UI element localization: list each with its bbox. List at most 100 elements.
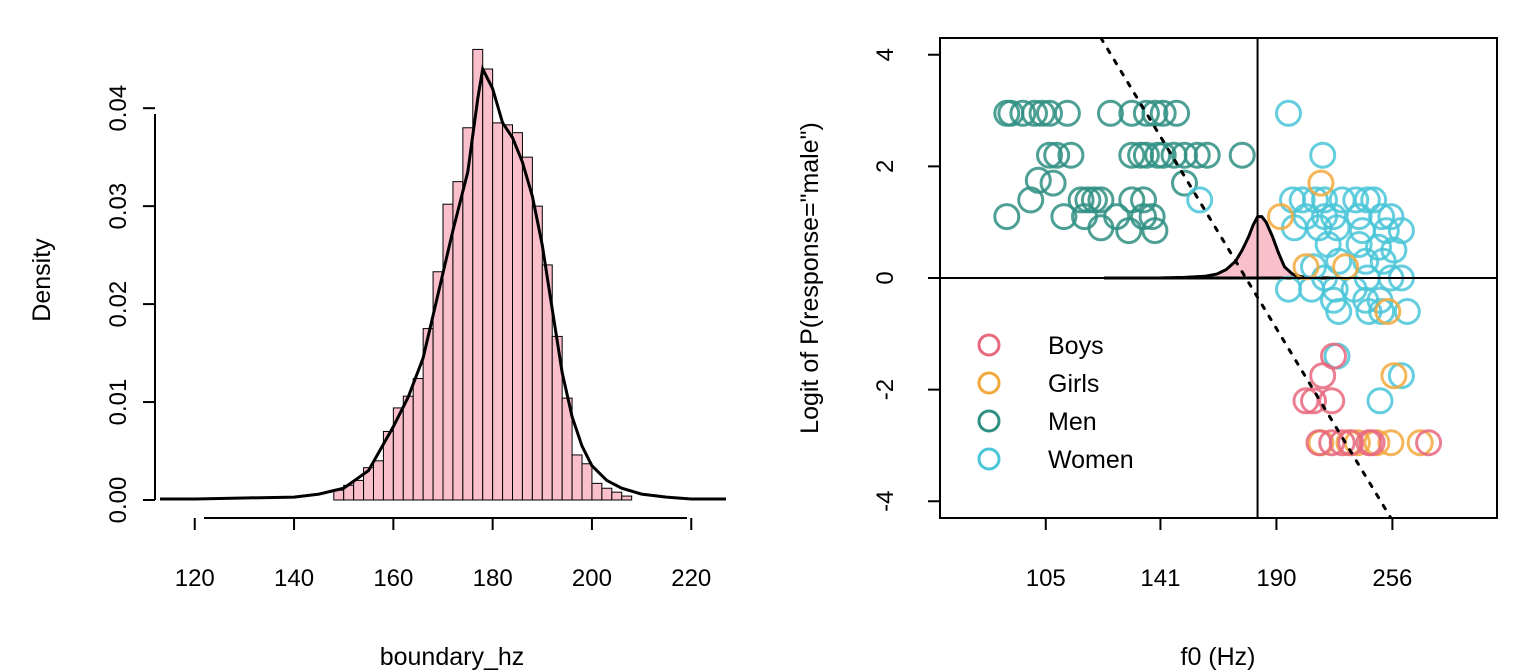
scatter-y-tick-label: 2 bbox=[872, 160, 899, 173]
density-curve bbox=[160, 64, 726, 501]
histogram-y-tick-label: 0.04 bbox=[105, 85, 132, 132]
point-men bbox=[1141, 217, 1169, 245]
point-men bbox=[1132, 141, 1160, 169]
point-women bbox=[1325, 247, 1353, 275]
scatter-y-tick-label: -4 bbox=[872, 491, 899, 512]
point-women bbox=[1355, 298, 1383, 325]
point-men bbox=[1021, 99, 1048, 127]
histogram-x-tick-label: 140 bbox=[274, 565, 314, 592]
histogram-bar bbox=[621, 495, 633, 501]
histogram-x-axis-title: boundary_hz bbox=[380, 643, 525, 671]
histogram-bar bbox=[601, 487, 613, 501]
fit-line bbox=[1099, 38, 1393, 518]
histogram-y-axis: 0.00 0.01 0.02 0.03 0.04 bbox=[105, 85, 156, 524]
histogram-bar bbox=[372, 460, 384, 501]
histogram-y-tick-label: 0.02 bbox=[105, 281, 132, 328]
scatter-x-tick-label: 190 bbox=[1256, 565, 1296, 592]
histogram-bar bbox=[402, 395, 414, 501]
point-men bbox=[1097, 99, 1124, 127]
point-women bbox=[1275, 275, 1302, 303]
point-men bbox=[1039, 169, 1067, 197]
legend-marker-women bbox=[977, 447, 1001, 471]
point-men bbox=[1149, 141, 1177, 169]
point-girls bbox=[1374, 298, 1402, 325]
point-men bbox=[1067, 186, 1095, 214]
point-women bbox=[1352, 247, 1380, 275]
point-girls bbox=[1307, 169, 1335, 197]
point-women bbox=[1369, 247, 1397, 275]
point-women bbox=[1368, 203, 1396, 231]
point-girls bbox=[1267, 203, 1294, 231]
point-women bbox=[1342, 186, 1370, 214]
point-girls bbox=[1406, 429, 1434, 457]
legend-label-women: Women bbox=[1048, 446, 1134, 474]
histogram-bar bbox=[531, 205, 543, 501]
point-women bbox=[1323, 214, 1351, 242]
point-men bbox=[1009, 99, 1037, 127]
legend-marker-men bbox=[977, 409, 1001, 433]
point-boys bbox=[1358, 429, 1386, 457]
histogram-x-tick-label: 180 bbox=[473, 565, 513, 592]
histogram-bar bbox=[521, 156, 533, 501]
point-women bbox=[1360, 186, 1388, 214]
histogram-y-tick-label: 0.03 bbox=[105, 183, 132, 230]
scatter-x-tick-label: 105 bbox=[1026, 565, 1066, 592]
point-men bbox=[1036, 141, 1063, 169]
histogram-x-tick-label: 120 bbox=[175, 565, 215, 592]
histogram-bar bbox=[492, 122, 504, 501]
point-men bbox=[1050, 203, 1078, 231]
histogram-bar bbox=[611, 491, 623, 501]
point-men bbox=[1087, 214, 1115, 242]
point-women bbox=[1366, 387, 1394, 415]
scatter-y-axis: -4 -2 0 2 4 bbox=[872, 48, 940, 512]
point-women bbox=[1368, 298, 1396, 325]
point-women bbox=[1393, 298, 1421, 325]
point-women bbox=[1275, 99, 1302, 127]
scatter-y-tick-label: 4 bbox=[872, 48, 899, 61]
point-boys bbox=[1292, 387, 1320, 415]
point-men bbox=[1171, 169, 1198, 197]
scatter-x-axis: 105 141 190 256 bbox=[1026, 518, 1412, 592]
point-men bbox=[1183, 141, 1211, 169]
point-boys bbox=[1337, 429, 1365, 457]
point-men bbox=[1036, 99, 1063, 127]
point-men bbox=[1163, 99, 1191, 127]
scatter-panel: 105 141 190 256 -4 -2 0 2 4 Boys Girls Men Women f… bbox=[796, 37, 1498, 671]
legend-label-men: Men bbox=[1048, 408, 1097, 436]
point-girls bbox=[1377, 429, 1405, 457]
legend-label-boys: Boys bbox=[1048, 332, 1104, 360]
scatter-x-tick-label: 256 bbox=[1372, 565, 1412, 592]
point-men bbox=[1141, 99, 1169, 127]
histogram-x-axis: 120 140 160 180 200 220 bbox=[175, 517, 711, 592]
point-girls bbox=[1380, 362, 1408, 390]
point-women bbox=[1353, 186, 1381, 214]
point-men bbox=[1132, 99, 1160, 127]
point-boys bbox=[1318, 387, 1346, 415]
point-men bbox=[1087, 186, 1115, 214]
point-women bbox=[1325, 298, 1353, 325]
scatter-x-axis-title: f0 (Hz) bbox=[1181, 643, 1256, 671]
histogram-bar bbox=[353, 479, 365, 501]
point-men bbox=[1043, 141, 1071, 169]
legend-marker-boys bbox=[977, 333, 1001, 357]
point-men bbox=[1130, 186, 1157, 214]
point-men bbox=[1138, 203, 1166, 231]
point-boys bbox=[1415, 429, 1443, 457]
histogram-x-tick-label: 220 bbox=[671, 565, 711, 592]
histogram-x-tick-label: 200 bbox=[572, 565, 612, 592]
point-women bbox=[1301, 186, 1329, 214]
histogram-bar bbox=[482, 68, 494, 501]
point-women bbox=[1345, 231, 1373, 258]
point-women bbox=[1288, 186, 1316, 214]
point-women bbox=[1305, 214, 1333, 242]
histogram-bar bbox=[591, 482, 603, 501]
point-boys bbox=[1300, 387, 1327, 415]
scatter-x-tick-label: 141 bbox=[1140, 565, 1180, 592]
histogram-bar bbox=[502, 124, 514, 501]
point-women bbox=[1309, 141, 1337, 169]
point-men bbox=[1115, 217, 1143, 245]
histogram-x-tick-label: 160 bbox=[373, 565, 413, 592]
histogram-bar bbox=[512, 132, 523, 501]
histogram-y-tick-label: 0.00 bbox=[105, 477, 132, 524]
point-women bbox=[1186, 186, 1214, 214]
